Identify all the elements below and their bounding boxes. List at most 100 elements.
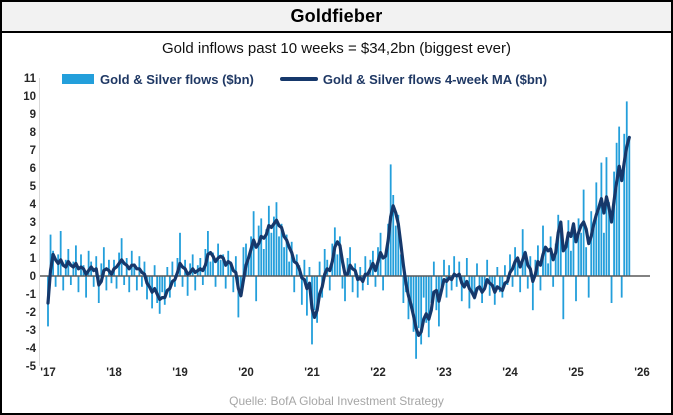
flow-bar [135,276,138,291]
flow-bar [450,276,453,291]
flow-bar [491,276,494,284]
source-caption: Quelle: BofA Global Investment Strategy [229,394,444,408]
flow-bar [199,258,202,276]
flow-bar [138,256,141,276]
flow-bar [504,265,506,276]
flow-bar [262,249,265,276]
flow-bar [488,276,491,296]
flow-bar [280,223,283,276]
flow-bar [613,171,615,276]
flow-bar [171,261,174,276]
flow-bar [105,276,108,291]
flow-bar [285,234,288,276]
flow-bar [592,225,595,276]
flow-bar [554,243,557,276]
x-tick-label: '24 [502,367,518,379]
title-bar: Goldfieber [2,2,671,33]
flow-bar [356,276,359,298]
flow-bar [97,276,100,303]
flow-bar [100,263,103,276]
flow-bar [75,245,77,276]
flow-bar [179,232,181,276]
flow-bar [366,276,369,285]
flow-bar [224,276,227,289]
flow-bar [471,276,473,293]
flow-bar [570,250,572,276]
flow-bar [351,276,354,293]
flow-bar [255,276,258,302]
flow-bar [219,259,222,276]
flow-bar [392,195,395,276]
flow-bar [410,276,412,309]
x-tick-label: '19 [172,367,188,379]
flow-bar [306,276,308,316]
y-tick-label: 9 [30,109,36,121]
ma-line [46,135,631,337]
flow-bar [559,229,562,276]
flow-bar [339,236,341,276]
flow-bar [288,261,291,276]
flow-bar [615,142,618,276]
x-tick-label: '22 [370,367,386,379]
flow-bar [323,249,326,276]
flow-bar [148,276,151,285]
flow-bar [577,218,580,276]
flow-bar [283,247,285,276]
flow-bar [511,276,514,287]
flow-bar [384,254,387,276]
flow-bar [163,276,166,305]
flow-bar [625,101,628,277]
flow-bar [54,276,57,287]
line-series-swatch-icon [279,77,318,81]
flow-bar [212,252,214,276]
flow-bar [341,276,344,289]
flow-bar [544,249,547,276]
flow-bar [476,263,478,276]
flow-bar [608,202,610,276]
flow-bar [120,238,123,276]
bar-series-swatch-icon [62,74,94,84]
flow-bar [62,276,65,291]
flow-bar [402,276,405,303]
x-tick-label: '21 [304,367,320,379]
flow-bar [80,254,82,276]
x-tick-label: '26 [634,367,650,379]
y-tick-label: 10 [23,91,36,103]
chart-legend: Gold & Silver flows ($bn) Gold & Silver … [62,69,547,89]
flow-bar [77,276,80,293]
flow-bar [194,276,197,291]
chart-subtitle: Gold inflows past 10 weeks = $34,2bn (bi… [162,40,511,57]
flow-bar [72,261,75,276]
x-tick-label: '17 [40,367,56,379]
flow-bar [49,234,52,276]
flow-bar [143,261,146,276]
flow-bar [440,276,443,289]
y-tick-label: 4 [30,199,37,211]
y-tick-label: 6 [30,163,36,175]
flow-bar [308,267,311,276]
flow-bar [313,276,316,311]
flow-bar [628,139,631,276]
flow-bar [498,276,501,293]
y-tick-label: 1 [30,253,37,265]
flow-bar [316,276,318,323]
flow-bar [361,276,364,291]
flow-bar [191,254,194,276]
flow-bar [432,261,435,276]
flow-bar [465,258,468,276]
y-tick-label: 7 [30,145,36,157]
flow-bar [270,232,273,276]
bar-series-label: Gold & Silver flows ($bn) [100,71,254,87]
flow-bar [250,236,252,276]
flow-bar [521,229,524,276]
y-tick-label: 11 [24,73,37,85]
flow-bar [564,241,567,276]
y-tick-label: -1 [26,289,37,301]
y-tick-label: -4 [26,343,37,355]
x-axis-tick-labels: '17 '18 '19 '20 '21 '22 '23 '24 '25 '26 [40,367,650,379]
flow-bar [133,263,136,276]
flow-bar [549,236,552,276]
flow-bar [237,276,240,318]
